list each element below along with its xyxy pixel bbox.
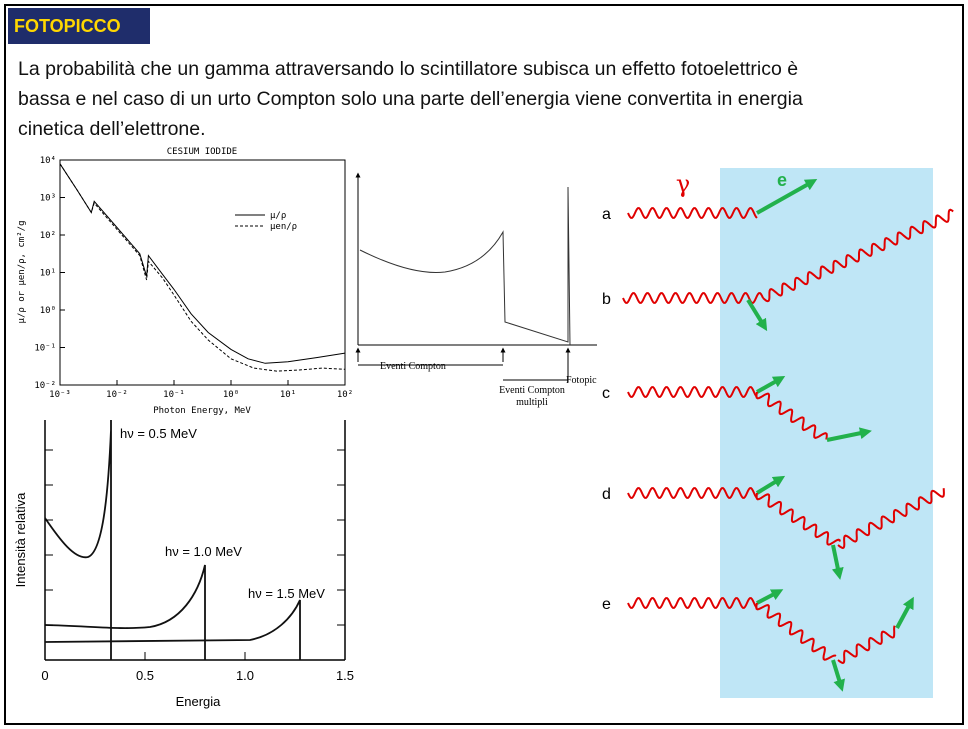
body-text: La probabilità che un gamma attraversand… — [18, 54, 803, 144]
x-axis-label: Photon Energy, MeV — [153, 406, 251, 416]
gamma-wave — [755, 492, 841, 546]
x-tick-label: 0 — [41, 668, 48, 683]
curve — [59, 163, 346, 372]
electron-arrow — [826, 427, 872, 442]
y-tick-label: 10⁰ — [40, 306, 56, 316]
curve — [44, 420, 112, 660]
y-axis-label: Intensità relativa — [13, 492, 28, 587]
electron-arrow — [746, 298, 768, 332]
curve-label: hν = 1.0 MeV — [165, 544, 242, 559]
row-label: a — [602, 206, 611, 223]
x-tick-label: 10⁻¹ — [163, 390, 185, 400]
gamma-wave — [622, 292, 764, 304]
x-tick-label: 10⁻² — [106, 390, 128, 400]
body-line: cinetica dell’elettrone. — [18, 118, 206, 140]
x-tick-label: 1.0 — [236, 668, 254, 683]
plot-frame — [59, 159, 346, 386]
annotation: Fotopic — [566, 375, 597, 386]
y-tick-label: 10⁴ — [40, 156, 56, 166]
gamma-wave — [627, 597, 758, 609]
electron-arrow — [831, 544, 844, 580]
electron-label: e — [777, 170, 787, 190]
legend-entry: μ/ρ — [270, 211, 286, 221]
header-title: FOTOPICCO — [8, 8, 150, 44]
electron-arrow — [831, 659, 845, 692]
x-tick-label: 10⁰ — [223, 390, 239, 400]
annotation: multipli — [516, 397, 548, 408]
body-line: bassa e nel caso di un urto Compton solo… — [18, 88, 803, 110]
x-tick-label: 10¹ — [280, 390, 296, 400]
curve-label: hν = 1.5 MeV — [248, 586, 325, 601]
y-tick-label: 10⁻² — [34, 381, 56, 391]
gamma-wave — [627, 386, 758, 398]
gamma-wave — [627, 207, 758, 219]
electron-arrow — [895, 596, 914, 629]
y-tick-label: 10⁻¹ — [34, 344, 56, 354]
electron-arrow — [756, 589, 784, 605]
spectrum-curve — [359, 186, 571, 346]
gamma-label: γ — [676, 170, 690, 198]
gamma-wave — [755, 391, 828, 440]
curve-label: hν = 0.5 MeV — [120, 426, 197, 441]
electron-arrow — [756, 376, 786, 394]
plot-title: CESIUM IODIDE — [167, 147, 237, 157]
x-tick-label: 1.5 — [336, 668, 354, 683]
legend-entry: μen/ρ — [270, 222, 297, 232]
electron-arrow — [756, 179, 818, 215]
x-tick-label: 10² — [337, 390, 353, 400]
gamma-wave — [837, 625, 896, 665]
y-tick-label: 10¹ — [40, 269, 56, 279]
body-line: La probabilità che un gamma attraversand… — [18, 58, 799, 80]
gamma-wave — [837, 488, 945, 550]
y-tick-label: 10² — [40, 231, 56, 241]
row-label: c — [602, 385, 610, 402]
y-tick-label: 10³ — [40, 194, 56, 204]
gamma-wave — [755, 602, 837, 661]
annotation: Eventi Compton — [499, 385, 565, 396]
annotation: Eventi Compton — [380, 361, 446, 372]
curve — [44, 599, 301, 660]
x-tick-label: 0.5 — [136, 668, 154, 683]
slide-frame — [4, 4, 964, 725]
gamma-wave — [762, 208, 954, 303]
x-tick-label: 10⁻³ — [49, 390, 71, 400]
curve — [44, 564, 206, 660]
row-label: d — [602, 486, 611, 503]
electron-arrow — [755, 475, 786, 495]
gamma-wave — [627, 487, 758, 499]
row-label: b — [602, 291, 611, 308]
x-axis-label: Energia — [176, 694, 222, 709]
y-axis-label: μ/ρ or μen/ρ, cm²/g — [17, 221, 27, 324]
row-label: e — [602, 596, 611, 613]
